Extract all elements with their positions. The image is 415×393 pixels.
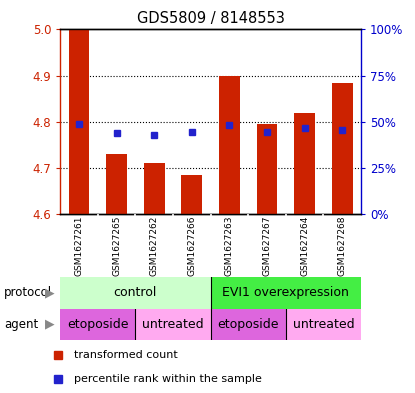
Text: GSM1627266: GSM1627266 (187, 215, 196, 276)
Bar (181, 175, 202, 214)
Text: GSM1627267: GSM1627267 (263, 215, 271, 276)
Text: ▶: ▶ (45, 286, 55, 299)
Bar (60, 277, 211, 309)
Text: percentile rank within the sample: percentile rank within the sample (73, 374, 261, 384)
Text: GSM1627264: GSM1627264 (300, 215, 309, 276)
Bar (135, 309, 210, 340)
Bar (211, 309, 286, 340)
Bar (211, 277, 361, 309)
Text: ▶: ▶ (45, 318, 55, 331)
Bar (144, 163, 164, 214)
Bar (60, 309, 135, 340)
Bar (68, 29, 89, 214)
Text: GSM1627262: GSM1627262 (150, 215, 159, 276)
Bar (294, 112, 315, 214)
Bar (257, 124, 277, 214)
Bar (332, 83, 353, 214)
Text: GSM1627265: GSM1627265 (112, 215, 121, 276)
Bar (106, 154, 127, 214)
Text: EVI1 overexpression: EVI1 overexpression (222, 286, 349, 299)
Text: etoposide: etoposide (217, 318, 279, 331)
Text: untreated: untreated (293, 318, 354, 331)
Text: untreated: untreated (142, 318, 204, 331)
Title: GDS5809 / 8148553: GDS5809 / 8148553 (137, 11, 285, 26)
Text: control: control (114, 286, 157, 299)
Text: agent: agent (4, 318, 39, 331)
Bar (219, 75, 240, 214)
Text: protocol: protocol (4, 286, 52, 299)
Text: transformed count: transformed count (73, 350, 177, 360)
Text: GSM1627263: GSM1627263 (225, 215, 234, 276)
Text: etoposide: etoposide (67, 318, 129, 331)
Text: GSM1627261: GSM1627261 (74, 215, 83, 276)
Bar (286, 309, 361, 340)
Text: GSM1627268: GSM1627268 (338, 215, 347, 276)
